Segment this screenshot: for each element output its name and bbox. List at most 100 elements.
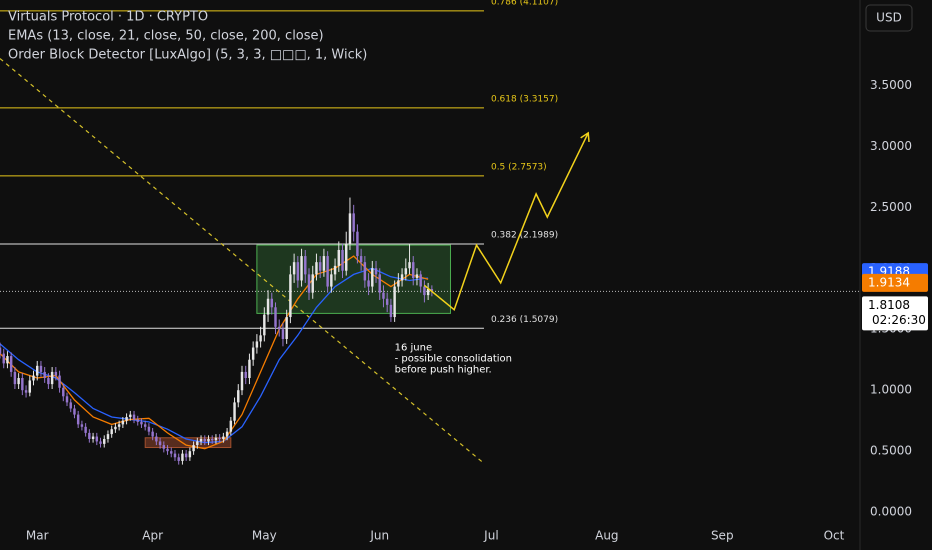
candle-body bbox=[177, 457, 180, 461]
x-tick-label: Jun bbox=[369, 529, 389, 543]
candle-body bbox=[2, 353, 5, 364]
candle-body bbox=[181, 453, 184, 461]
candle-body bbox=[285, 317, 288, 339]
candle-body bbox=[237, 390, 240, 403]
candle-body bbox=[184, 453, 188, 458]
chart-title: Virtuals Protocol · 1D · CRYPTO bbox=[8, 10, 208, 25]
candle-body bbox=[419, 274, 422, 287]
candle-body bbox=[255, 341, 259, 348]
candle-body bbox=[214, 437, 218, 441]
plot-area: 0.786 (4.1107) 0.618 (3.3157) 0.5 (2.7573)… bbox=[0, 0, 860, 465]
candle-body bbox=[322, 256, 326, 271]
candle-body bbox=[69, 402, 72, 409]
candle-body bbox=[359, 256, 363, 263]
candle-body bbox=[378, 274, 381, 293]
candle-body bbox=[225, 431, 229, 437]
candle-body bbox=[84, 426, 87, 433]
candle-body bbox=[210, 438, 214, 441]
candle-body bbox=[24, 390, 28, 393]
candle-body bbox=[203, 438, 206, 442]
candle-body bbox=[266, 298, 270, 315]
annotation: before push higher. bbox=[395, 365, 492, 376]
candle-body bbox=[99, 441, 102, 444]
fib-label: 0.618 (3.3157) bbox=[491, 94, 558, 104]
candle-body bbox=[143, 424, 147, 427]
y-tick-label: 1.0000 bbox=[870, 383, 912, 397]
candle-body bbox=[218, 437, 221, 439]
candle-body bbox=[292, 262, 296, 275]
x-tick-label: Oct bbox=[824, 529, 845, 543]
annotation: - possible consolidation bbox=[395, 354, 512, 365]
candle-body bbox=[43, 371, 46, 379]
candle-body bbox=[32, 375, 35, 381]
candle-body bbox=[277, 326, 281, 330]
candle-body bbox=[341, 249, 344, 271]
candle-body bbox=[170, 451, 173, 454]
candle-body bbox=[363, 262, 367, 281]
ema-line bbox=[0, 267, 429, 444]
candle-body bbox=[47, 378, 50, 385]
price-label-box bbox=[862, 273, 928, 292]
x-tick-label: Aug bbox=[595, 529, 618, 543]
x-tick-label: Jul bbox=[483, 529, 498, 543]
candle-body bbox=[304, 256, 307, 275]
candle-body bbox=[58, 375, 61, 388]
countdown: 02:26:30 bbox=[872, 313, 926, 327]
indicator-label: Order Block Detector [LuxAlgo] (5, 3, 3,… bbox=[8, 48, 367, 63]
fib-label: 0.236 (1.5079) bbox=[491, 315, 558, 325]
candle-body bbox=[400, 274, 404, 281]
candle-body bbox=[21, 378, 24, 391]
projection-path bbox=[423, 132, 589, 311]
candle-body bbox=[88, 432, 91, 439]
candle-body bbox=[103, 438, 106, 444]
candle-body bbox=[155, 436, 158, 442]
candle-body bbox=[132, 414, 136, 420]
x-tick-label: Apr bbox=[142, 529, 163, 543]
candle-body bbox=[121, 420, 125, 425]
candle-body bbox=[259, 335, 262, 342]
ema-line bbox=[0, 255, 429, 450]
candle-body bbox=[404, 268, 408, 275]
candle-body bbox=[233, 402, 236, 421]
candle-body bbox=[76, 414, 80, 425]
candle-body bbox=[17, 378, 20, 385]
candle-body bbox=[13, 371, 17, 385]
trendline bbox=[0, 58, 483, 463]
candle-body bbox=[348, 213, 352, 244]
candle-body bbox=[296, 262, 300, 281]
candle-body bbox=[166, 448, 169, 452]
candle-body bbox=[318, 262, 322, 271]
y-tick-label: 2.5000 bbox=[870, 200, 912, 214]
candle-body bbox=[289, 274, 292, 318]
candle-body bbox=[345, 243, 348, 271]
candle-body bbox=[311, 274, 314, 293]
candle-body bbox=[140, 421, 143, 425]
candle-body bbox=[199, 438, 203, 442]
candle-body bbox=[333, 265, 337, 275]
x-tick-label: Mar bbox=[26, 529, 49, 543]
candle-body bbox=[330, 274, 333, 287]
order-block bbox=[144, 437, 232, 449]
candle-body bbox=[307, 274, 311, 293]
candle-body bbox=[352, 213, 355, 232]
fib-label: 0.5 (2.7573) bbox=[491, 162, 547, 172]
candle-body bbox=[54, 371, 58, 376]
candle-body bbox=[397, 280, 400, 287]
candle-body bbox=[151, 431, 154, 437]
currency-button[interactable] bbox=[865, 4, 913, 32]
candle-body bbox=[229, 420, 233, 432]
candle-body bbox=[36, 365, 39, 376]
candle-body bbox=[62, 387, 65, 397]
candle-body bbox=[95, 436, 99, 442]
candle-body bbox=[423, 286, 426, 296]
candle-body bbox=[73, 408, 76, 415]
candle-body bbox=[9, 356, 13, 372]
currency[interactable]: USD bbox=[876, 11, 902, 25]
candle-body bbox=[110, 429, 113, 435]
candle-body bbox=[374, 268, 378, 275]
x-tick-label: May bbox=[252, 529, 277, 543]
candle-body bbox=[244, 371, 247, 379]
candle-body bbox=[39, 365, 43, 372]
candle-body bbox=[240, 371, 244, 391]
candle-body bbox=[263, 314, 266, 336]
